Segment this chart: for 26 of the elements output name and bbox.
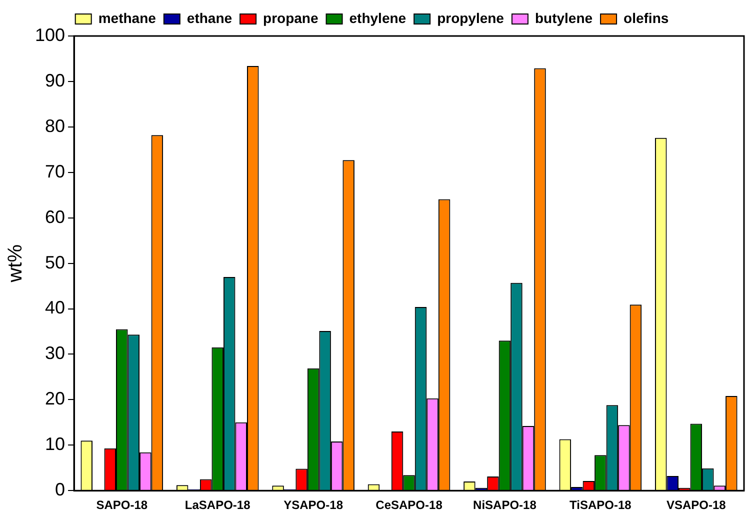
- y-tick-label: 50: [45, 252, 66, 272]
- legend-label: methane: [98, 10, 156, 26]
- y-tick-label: 10: [45, 434, 66, 454]
- x-tick-label: TiSAPO-18: [570, 498, 632, 512]
- y-tick-label: 30: [45, 343, 66, 364]
- y-tick-label: 100: [34, 24, 66, 45]
- y-tick-label: 80: [45, 116, 66, 136]
- legend-label: propylene: [437, 10, 504, 26]
- x-tick-label: NiSAPO-18: [473, 498, 537, 512]
- y-tick-label: 40: [45, 298, 66, 318]
- y-tick-label: 90: [45, 70, 66, 90]
- x-tick-label: LaSAPO-18: [184, 498, 251, 512]
- y-tick-label: 0: [55, 480, 66, 500]
- y-tick-label: 70: [45, 161, 66, 182]
- x-tick-label: YSAPO-18: [284, 498, 344, 512]
- legend-label: propane: [263, 10, 318, 26]
- legend-label: ethane: [186, 10, 232, 26]
- x-tick-label: VSAPO-18: [666, 498, 726, 512]
- y-tick-label: 20: [45, 388, 66, 409]
- x-tick-label: CeSAPO-18: [376, 498, 443, 512]
- legend-label: ethylene: [349, 10, 406, 26]
- y-axis-title: wt%: [4, 244, 27, 284]
- x-tick-label: SAPO-18: [96, 498, 148, 512]
- legend-label: olefins: [624, 10, 669, 26]
- y-tick-label: 60: [45, 206, 66, 227]
- legend-label: butylene: [534, 10, 593, 26]
